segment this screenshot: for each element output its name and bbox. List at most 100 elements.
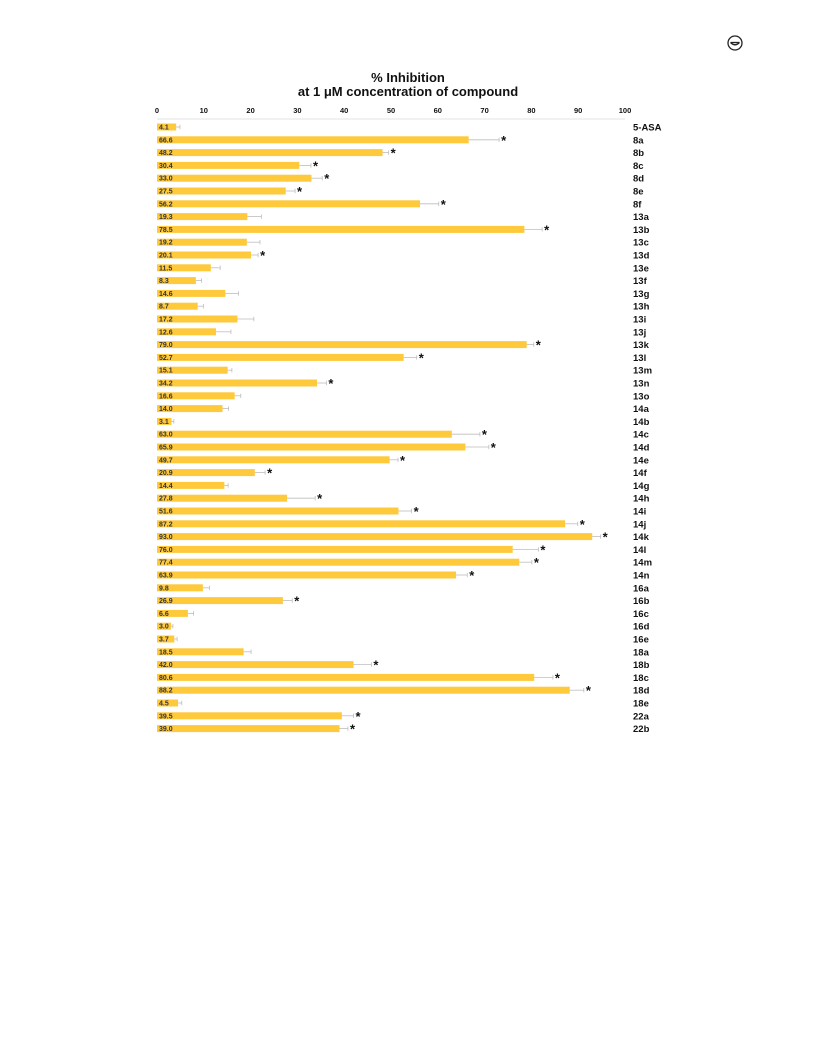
bar — [157, 174, 312, 182]
category-label: 14a — [633, 404, 650, 415]
category-label: 22b — [633, 724, 650, 735]
bar — [157, 584, 203, 592]
category-label: 8a — [633, 135, 644, 146]
data-label: 3.1 — [159, 419, 169, 426]
category-label: 13g — [633, 289, 650, 300]
x-tick-label: 80 — [527, 106, 535, 115]
category-label: 5-ASA — [633, 123, 662, 134]
category-label: 13h — [633, 302, 650, 313]
x-tick-label: 10 — [200, 106, 208, 115]
bar — [157, 161, 300, 169]
bar — [157, 622, 172, 630]
significance-marker: * — [373, 658, 379, 673]
significance-marker: * — [350, 722, 356, 737]
category-label: 14n — [633, 571, 650, 582]
data-label: 15.1 — [159, 368, 173, 375]
significance-marker: * — [294, 594, 300, 609]
category-label: 14i — [633, 507, 646, 518]
data-label: 52.7 — [159, 355, 173, 362]
bar — [157, 302, 198, 310]
category-label: 14d — [633, 443, 650, 454]
significance-marker: * — [260, 248, 266, 263]
category-label: 18b — [633, 660, 650, 671]
significance-marker: * — [400, 453, 406, 468]
significance-marker: * — [536, 338, 542, 353]
bar — [157, 200, 421, 208]
significance-marker: * — [603, 530, 609, 545]
bar — [157, 545, 513, 553]
bar — [157, 520, 566, 528]
open-access-icon — [727, 35, 743, 51]
bar — [157, 494, 288, 502]
category-label: 13j — [633, 327, 646, 338]
data-label: 26.9 — [159, 598, 173, 605]
bar — [157, 328, 216, 336]
category-label: 13n — [633, 379, 650, 390]
data-label: 27.5 — [159, 189, 173, 196]
data-label: 78.5 — [159, 227, 173, 234]
data-label: 11.5 — [159, 265, 172, 272]
bar — [157, 341, 527, 349]
category-label: 14h — [633, 494, 650, 505]
data-label: 9.8 — [159, 585, 169, 592]
significance-marker: * — [267, 466, 273, 481]
bar — [157, 699, 179, 707]
data-label: 66.6 — [159, 137, 173, 144]
data-label: 6.6 — [159, 611, 169, 618]
category-label: 18a — [633, 647, 650, 658]
bar — [157, 686, 570, 694]
bar — [157, 289, 226, 297]
bar — [157, 379, 318, 387]
bar — [157, 366, 228, 374]
category-label: 14j — [633, 519, 646, 530]
significance-marker: * — [441, 197, 447, 212]
bar — [157, 392, 235, 400]
significance-marker: * — [555, 670, 561, 685]
significance-marker: * — [328, 376, 334, 391]
category-label: 14f — [633, 468, 648, 479]
category-label: 18d — [633, 686, 650, 697]
category-label: 13e — [633, 263, 649, 274]
category-label: 16e — [633, 635, 649, 646]
data-label: 39.0 — [159, 726, 173, 733]
data-label: 20.9 — [159, 470, 173, 477]
data-label: 34.2 — [159, 381, 173, 388]
category-label: 18e — [633, 699, 649, 710]
data-label: 8.7 — [159, 304, 169, 311]
data-label: 87.2 — [159, 521, 173, 528]
category-label: 13b — [633, 225, 650, 236]
bar — [157, 661, 354, 669]
chart-title-line: % Inhibition — [371, 70, 445, 85]
bar — [157, 481, 225, 489]
bar — [157, 443, 466, 451]
category-label: 18c — [633, 673, 649, 684]
bar — [157, 597, 283, 605]
bar — [157, 635, 175, 643]
category-label: 8c — [633, 161, 644, 172]
data-label: 33.0 — [159, 176, 173, 183]
category-label: 14e — [633, 455, 649, 466]
bar — [157, 469, 255, 477]
x-tick-label: 60 — [434, 106, 442, 115]
significance-marker: * — [482, 427, 488, 442]
category-label: 14b — [633, 417, 650, 428]
data-label: 17.2 — [159, 317, 173, 324]
bar — [157, 136, 469, 144]
data-label: 51.6 — [159, 509, 173, 516]
x-tick-label: 30 — [293, 106, 301, 115]
category-label: 13d — [633, 251, 650, 262]
bar — [157, 725, 340, 733]
category-label: 14g — [633, 481, 650, 492]
data-label: 39.5 — [159, 713, 173, 720]
category-label: 14k — [633, 532, 650, 543]
category-label: 16c — [633, 609, 649, 620]
significance-marker: * — [586, 683, 592, 698]
bar — [157, 673, 535, 681]
data-label: 14.0 — [159, 406, 173, 413]
x-tick-label: 100 — [619, 106, 632, 115]
category-label: 8d — [633, 174, 644, 185]
data-label: 77.4 — [159, 560, 173, 567]
x-tick-label: 20 — [246, 106, 254, 115]
data-label: 79.0 — [159, 342, 173, 349]
data-label: 76.0 — [159, 547, 173, 554]
